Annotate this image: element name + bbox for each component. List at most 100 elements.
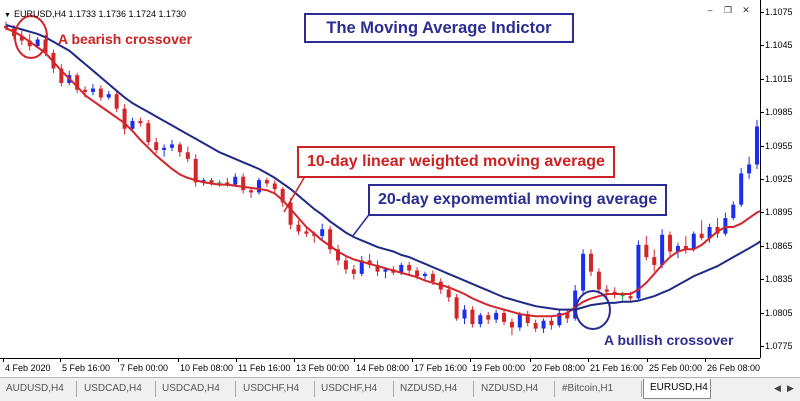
- price-axis[interactable]: 1.1075 1.1045 1.1015 1.0985 1.0955 1.0925 1.08…: [760, 0, 800, 358]
- candle-body: [430, 273, 435, 282]
- time-tick-mark: [118, 359, 119, 362]
- price-tick-mark: [761, 11, 764, 13]
- price-tick-mark: [761, 78, 764, 80]
- candle-body: [620, 295, 625, 297]
- price-tick-label: 1.0955: [765, 140, 793, 151]
- candle-body: [98, 88, 103, 98]
- time-tick-label: 5 Feb 16:00: [62, 363, 111, 373]
- candle: [612, 287, 617, 299]
- candle: [59, 64, 64, 87]
- tab-nzdusd-h4[interactable]: NZDUSD,H4: [394, 381, 474, 397]
- candle-body: [486, 315, 491, 320]
- candle-body: [731, 204, 736, 219]
- price-tick-label: 1.1075: [765, 6, 793, 17]
- candle-body: [755, 126, 759, 165]
- candle-body: [185, 152, 190, 159]
- time-tick-label: 21 Feb 16:00: [590, 363, 644, 373]
- candle-body: [59, 68, 64, 84]
- price-tick-mark: [761, 45, 764, 47]
- price-tick-mark: [761, 145, 764, 147]
- restore-icon[interactable]: ❐: [723, 5, 733, 15]
- candle-body: [383, 269, 388, 272]
- candle-body: [565, 312, 570, 319]
- tab-usdcad-h4[interactable]: USDCAD,H4: [156, 381, 236, 397]
- time-tick-label: 26 Feb 08:00: [707, 363, 761, 373]
- time-tick-label: 10 Feb 08:00: [180, 363, 234, 373]
- candle-body: [533, 322, 538, 329]
- bearish-crossover-circle: [14, 15, 48, 59]
- minimize-icon[interactable]: –: [707, 5, 713, 15]
- price-tick-label: 1.0925: [765, 174, 793, 184]
- candle-body: [343, 260, 348, 270]
- candle: [747, 156, 752, 179]
- tab-nzdusd-h4[interactable]: NZDUSD,H4: [475, 381, 555, 397]
- price-tick-mark: [761, 112, 764, 114]
- candle-body: [699, 233, 704, 239]
- tab-scroll-right-icon[interactable]: ▶: [787, 383, 794, 393]
- candle-body: [628, 296, 633, 299]
- chart-area[interactable]: ▼ EURUSD,H4 1.1733 1.1736 1.1724 1.1730 –…: [0, 0, 760, 358]
- candle: [636, 240, 641, 301]
- candle-body: [106, 94, 111, 98]
- candle: [644, 235, 649, 261]
- price-chart[interactable]: [0, 0, 760, 358]
- candle-body: [264, 180, 269, 184]
- tab-scroll-left-icon[interactable]: ◀: [774, 383, 781, 393]
- candle: [241, 173, 246, 194]
- candle-body: [581, 253, 586, 291]
- candle: [486, 311, 491, 325]
- time-axis[interactable]: 4 Feb 2020 5 Feb 16:00 7 Feb 00:00 10 Feb 0…: [0, 358, 760, 377]
- candle: [343, 257, 348, 274]
- tab-bitcoin-h1[interactable]: #Bitcoin,H1: [556, 381, 642, 397]
- candle: [715, 218, 720, 239]
- candle: [177, 142, 182, 157]
- candle-body: [233, 176, 238, 185]
- price-tick-label: 1.0895: [765, 207, 793, 218]
- candle-body: [304, 231, 309, 234]
- candle: [280, 186, 285, 207]
- price-tick-mark: [761, 346, 764, 348]
- candle-body: [320, 229, 325, 236]
- candle: [588, 249, 593, 277]
- candle-body: [683, 245, 688, 250]
- tab-usdcad-h4[interactable]: USDCAD,H4: [78, 381, 156, 397]
- candle: [541, 318, 546, 334]
- candle-body: [35, 39, 40, 47]
- candle-body: [225, 182, 230, 185]
- time-tick-mark: [178, 359, 179, 362]
- triangle-down-icon[interactable]: ▼: [4, 12, 11, 19]
- candle: [739, 167, 744, 207]
- time-tick-mark: [705, 359, 706, 362]
- candle-body: [541, 320, 546, 329]
- bearish-crossover-label: A bearish crossover: [58, 31, 193, 47]
- candle-body: [367, 260, 372, 265]
- time-tick-label: 7 Feb 00:00: [120, 363, 169, 373]
- symbol-info-text: EURUSD,H4 1.1733 1.1736 1.1724 1.1730: [13, 9, 187, 19]
- time-tick-mark: [354, 359, 355, 362]
- candle-body: [652, 257, 657, 265]
- candle-body: [114, 94, 119, 109]
- candle: [604, 285, 609, 299]
- candle-body: [296, 224, 301, 232]
- candle: [422, 271, 427, 281]
- candle-body: [241, 176, 246, 191]
- candle: [351, 264, 356, 280]
- candle-body: [549, 320, 554, 326]
- candle: [470, 306, 475, 328]
- time-tick-mark: [470, 359, 471, 362]
- close-icon[interactable]: ✕: [742, 5, 750, 15]
- price-tick-mark: [761, 212, 764, 214]
- tab-usdchf-h4[interactable]: USDCHF,H4: [315, 381, 394, 397]
- candle: [170, 139, 175, 152]
- candle-body: [351, 269, 356, 274]
- tab-usdchf-h4[interactable]: USDCHF,H4: [237, 381, 315, 397]
- candle: [367, 253, 372, 269]
- candle-body: [328, 229, 333, 250]
- time-tick-label: 20 Feb 08:00: [532, 363, 586, 373]
- time-tick-label: 19 Feb 00:00: [472, 363, 526, 373]
- candle: [478, 312, 483, 328]
- time-tick-label: 14 Feb 08:00: [356, 363, 410, 373]
- tab-eurusd-h4[interactable]: EURUSD,H4: [643, 379, 711, 399]
- tab-audusd-h4[interactable]: AUDUSD,H4: [0, 381, 77, 397]
- candle: [573, 285, 578, 321]
